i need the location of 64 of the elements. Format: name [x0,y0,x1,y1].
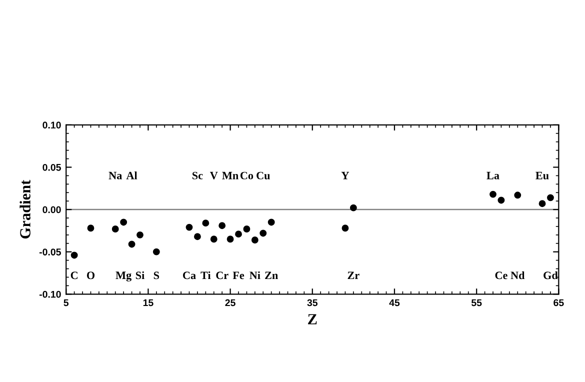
point [514,192,522,199]
y-axis-title: Gradient [20,180,30,238]
annotation: Mg [116,272,132,282]
point [202,220,210,227]
x-tick-label: 5 [64,299,69,306]
point [498,196,505,204]
point [546,194,554,202]
annotation: Y [341,172,350,180]
point [243,226,250,232]
y-tick-label: 0.00 [42,206,61,214]
annotation: Na [108,172,122,180]
y-tick-label: 0.10 [42,122,61,129]
point [490,190,496,198]
x-tick-label: 35 [307,299,318,306]
x-tick-label: 15 [143,299,154,306]
point [128,240,136,248]
annotation: Ti [200,271,211,280]
y-tick-label: -0.05 [39,248,61,256]
annotation: Nd [510,271,525,280]
point [152,248,160,256]
annotation: Eu [536,172,549,180]
annotation: La [486,172,500,180]
point [120,218,128,226]
y-tick-label: 0.05 [42,164,61,171]
point [136,231,144,238]
point [342,224,349,232]
point [210,236,218,243]
annotation: S [154,272,160,280]
annotation: Fe [232,272,244,280]
annotation: Zr [348,272,360,280]
point [235,230,242,238]
annotation: Al [126,171,138,180]
annotation: Gd [544,271,558,280]
point [268,218,275,226]
annotation: Cu [256,172,270,180]
annotation: O [86,272,95,280]
annotation: Mn [222,172,238,180]
x-tick-label: 45 [389,299,400,306]
x-axis-title: Z [308,314,317,324]
point [251,236,258,244]
annotation: Cr [216,272,228,280]
point [70,252,78,259]
point [538,200,546,208]
annotation: Zn [265,272,278,280]
point [87,224,94,232]
annotation: C [70,272,78,280]
annotation: Ni [250,271,260,280]
annotation: Co [240,172,254,180]
point [260,230,267,237]
point [194,233,201,240]
annotation: Ce [495,272,508,280]
x-tick-label: 55 [471,299,482,306]
point [218,222,226,230]
x-tick-label: 65 [554,299,564,306]
annotation: Ca [183,272,196,280]
annotation: V [210,172,218,180]
annotation: Si [136,271,144,280]
y-tick-label: -0.10 [39,290,61,298]
point [112,226,119,232]
point [186,224,193,231]
point [226,236,234,243]
annotation: Sc [192,172,203,180]
x-tick-label: 25 [225,299,236,306]
point [350,204,357,212]
